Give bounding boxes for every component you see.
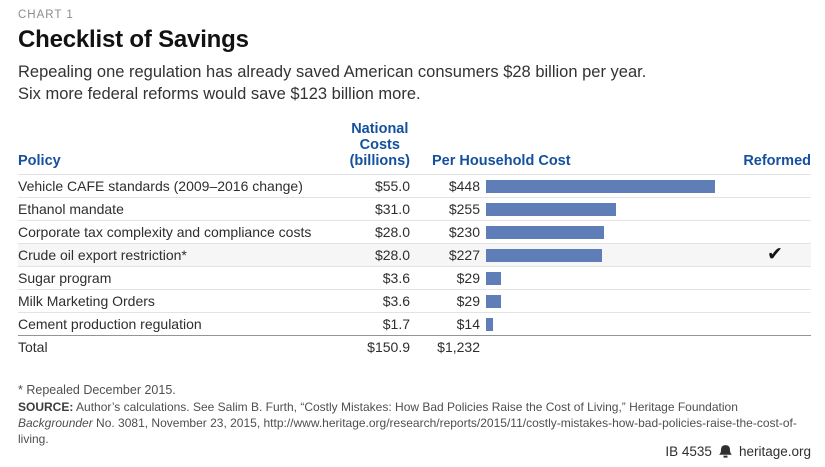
national-cost-cell: $1.7	[382, 316, 410, 332]
household-cost-cell: $29	[456, 293, 480, 309]
household-cost-bar	[486, 294, 501, 308]
policy-cell: Corporate tax complexity and compliance …	[18, 224, 312, 240]
national-cost-cell: $28.0	[374, 224, 410, 240]
table-body: Vehicle CAFE standards (2009–2016 change…	[18, 174, 811, 335]
table-row: Milk Marketing Orders $3.6 $29	[18, 289, 811, 312]
table-row: Corporate tax complexity and compliance …	[18, 220, 811, 243]
household-cost-bar	[486, 202, 617, 216]
national-costs-header-stack: National Costs (billions)	[350, 121, 410, 169]
table-row: Cement production regulation $1.7 $14	[18, 312, 811, 335]
source-label: SOURCE:	[18, 400, 74, 414]
bar-cell	[480, 221, 721, 243]
household-cost-cell: $14	[456, 316, 480, 332]
household-cost-bar	[486, 317, 494, 331]
household-cost-bar	[486, 179, 715, 193]
source-publication-name: Backgrounder	[18, 416, 93, 430]
table-header-row: Policy National Costs (billions) Per House…	[18, 121, 811, 174]
national-cost-cell: $3.6	[382, 293, 410, 309]
bar-cell	[480, 290, 721, 312]
total-national-cost-cell: $150.9	[367, 339, 410, 355]
policy-cell: Milk Marketing Orders	[18, 293, 155, 309]
national-header-line-1: National	[351, 121, 409, 137]
column-header-policy: Policy	[18, 153, 61, 169]
table-row: Crude oil export restriction* $28.0 $227…	[18, 243, 811, 266]
footnote-repealed: * Repealed December 2015.	[18, 383, 176, 397]
column-header-reformed: Reformed	[743, 153, 811, 169]
source-text-2: No. 3081, November 23, 2015, http://www.…	[18, 416, 797, 446]
household-cost-bar	[486, 248, 602, 262]
household-cost-bar	[486, 271, 501, 285]
source-note: SOURCE: Author’s calculations. See Salim…	[18, 399, 811, 447]
chart-number-label: CHART 1	[18, 9, 74, 21]
national-cost-cell: $55.0	[374, 178, 410, 194]
bar-cell	[480, 198, 721, 220]
household-cost-cell: $227	[448, 247, 480, 263]
bar-cell	[480, 175, 721, 197]
site-name: heritage.org	[738, 444, 811, 459]
policy-cell: Sugar program	[18, 270, 112, 286]
national-cost-cell: $31.0	[374, 201, 410, 217]
column-header-per-household-cost: Per Household Cost	[432, 153, 571, 169]
column-header-national-costs: National Costs (billions)	[330, 121, 410, 169]
subtitle-line-2: Six more federal reforms would save $123…	[18, 85, 421, 103]
reformed-check: ✔	[767, 244, 783, 265]
total-bar-cell	[480, 336, 721, 358]
table-row: Vehicle CAFE standards (2009–2016 change…	[18, 174, 811, 197]
heritage-bell-icon	[719, 445, 732, 458]
national-cost-cell: $3.6	[382, 270, 410, 286]
subtitle-line-1: Repealing one regulation has already sav…	[18, 63, 647, 81]
policy-cell: Crude oil export restriction*	[18, 247, 187, 263]
household-cost-bar	[486, 225, 604, 239]
chart-subtitle: Repealing one regulation has already sav…	[18, 61, 811, 105]
policy-cell: Ethanol mandate	[18, 201, 124, 217]
bar-cell	[480, 267, 721, 289]
footer-brand: IB 4535 heritage.org	[665, 444, 811, 459]
household-cost-cell: $29	[456, 270, 480, 286]
total-label-cell: Total	[18, 339, 48, 355]
table-row: Sugar program $3.6 $29	[18, 266, 811, 289]
report-id: IB 4535	[665, 444, 712, 459]
source-text-1: Author’s calculations. See Salim B. Furt…	[73, 400, 738, 414]
household-cost-cell: $448	[448, 178, 480, 194]
bar-cell	[480, 244, 721, 266]
chart-title: Checklist of Savings	[18, 26, 249, 53]
total-household-cost-cell: $1,232	[437, 339, 480, 355]
national-header-line-3: (billions)	[349, 153, 410, 169]
household-cost-cell: $255	[448, 201, 480, 217]
total-row: Total $150.9 $1,232	[18, 335, 811, 358]
policy-cell: Vehicle CAFE standards (2009–2016 change…	[18, 178, 303, 194]
table-row: Ethanol mandate $31.0 $255	[18, 197, 811, 220]
bar-cell	[480, 313, 721, 335]
policy-cell: Cement production regulation	[18, 316, 202, 332]
national-cost-cell: $28.0	[374, 247, 410, 263]
national-header-line-2: Costs	[359, 137, 400, 153]
household-cost-cell: $230	[448, 224, 480, 240]
